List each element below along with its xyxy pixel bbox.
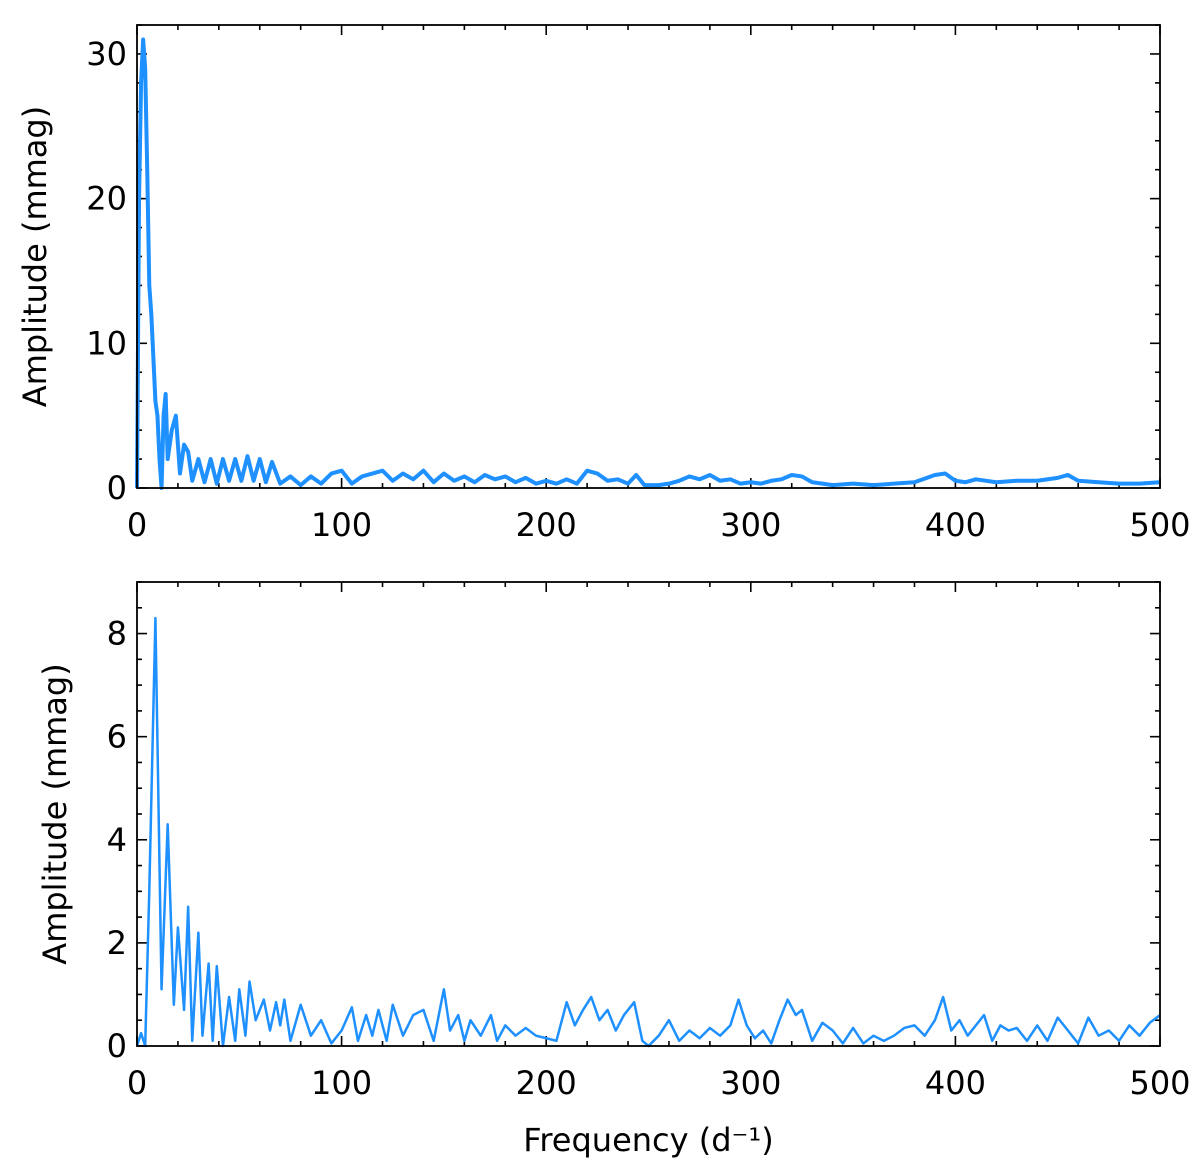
- x-tick-label: 300: [720, 1064, 781, 1102]
- x-tick-label: 100: [311, 1064, 372, 1102]
- spectrum-line: [135, 616, 1161, 1048]
- x-tick-label: 500: [1129, 1064, 1190, 1102]
- y-tick-label: 0: [107, 469, 127, 507]
- axes-frame: [136, 581, 1161, 1047]
- y-tick-label: 0: [107, 1027, 127, 1065]
- y-axis-label: Amplitude (mmag): [16, 106, 54, 407]
- x-tick-label: 500: [1129, 506, 1190, 544]
- y-axis-label: Amplitude (mmag): [36, 663, 74, 964]
- x-tick-label: 200: [516, 1064, 577, 1102]
- x-axis-label: Frequency (d⁻¹): [523, 1121, 773, 1159]
- x-tick-label: 100: [311, 506, 372, 544]
- x-tick-label: 300: [720, 506, 781, 544]
- axes-frame: [136, 24, 1161, 489]
- y-tick-label: 4: [107, 821, 127, 859]
- y-tick-label: 10: [86, 324, 127, 362]
- y-tick-label: 6: [107, 718, 127, 756]
- panel: 0 100 200 300 400 500 0 2 4 6 8 Amplitude (mmag) Fre…: [36, 581, 1191, 1159]
- y-tick-label: 30: [86, 35, 127, 73]
- y-tick-label: 8: [107, 615, 127, 653]
- y-tick-label: 20: [86, 180, 127, 218]
- x-tick-label: 0: [127, 1064, 147, 1102]
- x-tick-label: 200: [516, 506, 577, 544]
- x-tick-label: 400: [925, 506, 986, 544]
- panel: 0 100 200 300 400 500 0 10 20 30 Amplitude (mmag): [16, 24, 1191, 544]
- spectrum-line: [135, 37, 1161, 490]
- y-tick-label: 2: [107, 924, 127, 962]
- x-tick-label: 0: [127, 506, 147, 544]
- x-tick-label: 400: [925, 1064, 986, 1102]
